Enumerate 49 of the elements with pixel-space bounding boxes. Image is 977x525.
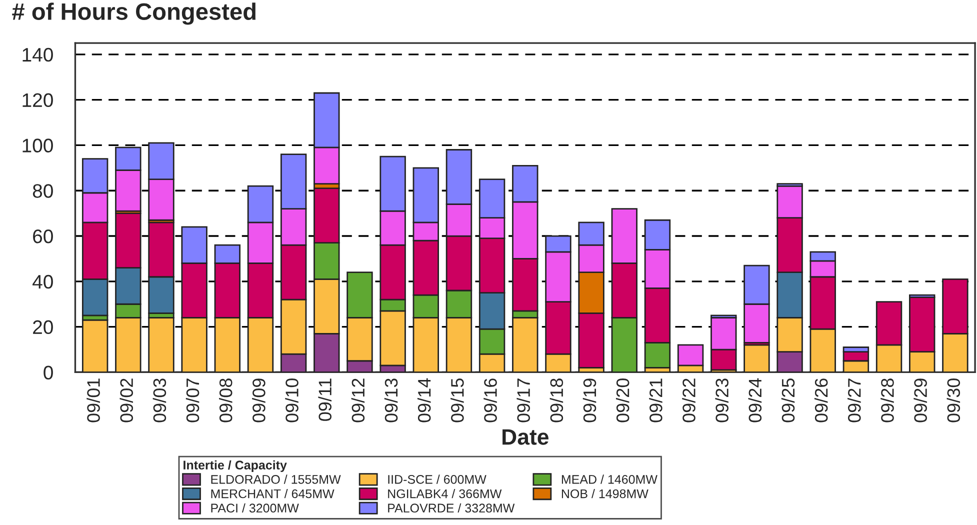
y-tick-label: 80: [32, 184, 53, 198]
legend-label: PALOVRDE / 3328MW: [388, 503, 515, 513]
x-tick-label: 09/15: [450, 378, 464, 422]
x-tick-label: 09/07: [186, 378, 200, 422]
x-tick-label: 09/11: [318, 378, 332, 421]
legend-label: IID-SCE / 600MW: [388, 474, 486, 484]
x-tick-label: 09/22: [682, 378, 696, 422]
y-tick-label: 100: [22, 138, 53, 152]
y-tick-label: 140: [22, 48, 53, 62]
x-tick-label: 09/08: [218, 378, 232, 422]
x-tick-label: 09/14: [417, 378, 431, 422]
legend-label: NOB / 1498MW: [562, 489, 648, 498]
bar: [82, 319, 108, 372]
x-tick-label: 09/17: [516, 378, 530, 422]
x-tick-label: 09/03: [152, 378, 166, 422]
bar: [148, 317, 174, 372]
legend-title: Intertie / Capacity: [184, 460, 287, 472]
x-tick-label: 09/13: [384, 378, 398, 422]
x-tick-label: 09/20: [616, 378, 630, 422]
y-tick-label: 20: [33, 320, 53, 334]
x-tick-label: 09/23: [715, 378, 728, 422]
x-tick-label: 09/02: [120, 378, 134, 422]
legend-label: MERCHANT / 645MW: [211, 489, 334, 498]
x-tick-label: 09/19: [582, 378, 596, 422]
y-tick-label: 120: [22, 93, 53, 108]
x-tick-label: 09/28: [880, 378, 894, 422]
x-tick-label: 09/30: [946, 378, 960, 422]
x-tick-label: 09/25: [781, 378, 795, 422]
x-tick-label: 09/24: [748, 378, 762, 422]
bar: [744, 344, 770, 372]
chart-title: # of Hours Congested: [12, 2, 256, 25]
x-axis-title: Date: [502, 429, 548, 445]
x-tick-label: 09/18: [550, 378, 564, 422]
y-tick-label: 40: [32, 274, 53, 289]
x-tick-label: 09/21: [649, 378, 662, 422]
legend-label: ELDORADO / 1555MW: [211, 474, 341, 484]
x-tick-label: 09/10: [285, 378, 298, 422]
x-tick-label: 09/09: [252, 378, 266, 422]
x-tick-label: 09/26: [814, 378, 828, 422]
legend-label: NGILABK4 / 366MW: [388, 489, 502, 498]
y-tick-label: 0: [44, 366, 53, 380]
x-tick-label: 09/16: [484, 378, 497, 422]
x-tick-label: 09/01: [86, 378, 100, 422]
y-tick-label: 60: [33, 229, 53, 244]
legend-label: PACI / 3200MW: [211, 503, 299, 513]
x-tick-label: 09/27: [848, 378, 861, 422]
x-tick-label: 09/12: [351, 378, 365, 422]
x-tick-label: 09/29: [914, 378, 927, 422]
legend-label: MEAD / 1460MW: [562, 474, 658, 484]
